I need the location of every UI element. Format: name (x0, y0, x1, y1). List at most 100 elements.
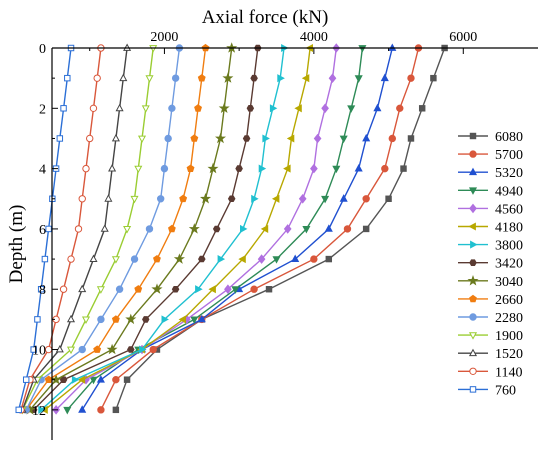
point-3420-3 (242, 135, 251, 142)
point-3420-9 (142, 316, 150, 323)
point-3420-8 (171, 286, 180, 293)
point-6080-4 (400, 165, 407, 172)
legend-label-5700: 5700 (495, 148, 523, 163)
x-tick-label-4000: 4000 (300, 30, 328, 45)
y-tick-label-10: 10 (32, 344, 46, 359)
legend-swatch-marker (468, 167, 478, 176)
point-4560-5 (298, 193, 307, 204)
point-3040-8 (151, 283, 163, 294)
point-3800-8 (195, 285, 203, 294)
point-5700-5 (362, 195, 370, 203)
point-3040-4 (207, 162, 219, 174)
legend-item-4560: 4560 (458, 202, 523, 217)
legend-swatch-marker (469, 313, 477, 321)
point-3800-7 (217, 255, 226, 264)
point-1520-4 (108, 164, 117, 172)
legend-label-6080: 6080 (495, 130, 523, 145)
legend-item-2660: 2660 (458, 293, 523, 308)
point-2280-4 (160, 164, 169, 173)
point-3040-2 (218, 102, 230, 113)
legend-item-1140: 1140 (458, 365, 522, 380)
point-2280-5 (156, 195, 165, 203)
point-4940-9 (190, 316, 199, 324)
legend-swatch-marker (469, 367, 477, 375)
point-3800-4 (258, 164, 267, 173)
point-5320-6 (324, 224, 333, 232)
point-2660-8 (134, 285, 143, 293)
legend-swatch-marker (469, 386, 477, 393)
point-3040-3 (215, 132, 227, 144)
point-4940-2 (347, 105, 356, 113)
point-760-1 (64, 74, 71, 82)
point-3420-1 (250, 74, 258, 82)
point-1900-10 (66, 346, 76, 355)
point-2280-8 (115, 285, 124, 293)
point-1520-1 (119, 73, 128, 82)
point-760-11 (22, 376, 30, 383)
series-2280 (22, 44, 184, 414)
series-line-4180 (44, 47, 311, 411)
point-3420-7 (198, 255, 206, 263)
point-760-8 (37, 286, 45, 293)
legend-label-1140: 1140 (495, 365, 522, 380)
point-5320-12 (78, 405, 87, 413)
point-1900-3 (137, 135, 147, 144)
point-4180-7 (238, 255, 246, 264)
point-5320-9 (197, 314, 206, 323)
point-5700-4 (381, 164, 389, 173)
point-3800-1 (277, 74, 285, 83)
point-4180-4 (283, 164, 291, 173)
point-2660-4 (186, 164, 195, 172)
point-4560-4 (310, 163, 318, 174)
point-5320-4 (354, 164, 363, 172)
y-tick-label-4: 4 (39, 163, 46, 178)
point-3040-9 (125, 313, 137, 325)
point-1140-10 (44, 345, 53, 354)
legend-item-3420: 3420 (458, 257, 523, 272)
legend-swatch-marker (467, 274, 479, 286)
legend-swatch-marker (470, 240, 478, 249)
point-760-3 (56, 135, 64, 142)
series-line-6080 (115, 47, 446, 411)
point-4940-12 (63, 406, 72, 415)
point-760-9 (34, 316, 41, 323)
point-3040-10 (106, 343, 118, 355)
point-4180-2 (294, 104, 302, 113)
point-4940-7 (272, 256, 281, 264)
legend-label-2280: 2280 (495, 311, 523, 326)
point-1900-2 (141, 105, 150, 113)
y-tick-label-6: 6 (39, 223, 46, 238)
point-4180-1 (301, 74, 310, 83)
point-3040-11 (50, 373, 62, 385)
point-2280-1 (171, 74, 180, 82)
point-4940-5 (321, 195, 330, 204)
point-3800-9 (161, 315, 169, 324)
point-4940-8 (231, 286, 240, 294)
y-tick-label-12: 12 (32, 404, 46, 419)
point-3800-6 (240, 224, 248, 233)
point-5700-10 (149, 345, 157, 354)
point-1520-5 (104, 194, 113, 202)
plot-area (15, 42, 448, 415)
point-2660-10 (93, 345, 102, 353)
series-3800 (38, 43, 289, 414)
point-2280-6 (145, 225, 154, 233)
point-5700-3 (388, 134, 397, 143)
point-1520-3 (111, 133, 120, 142)
point-760-2 (60, 105, 67, 112)
legend-item-1520: 1520 (458, 347, 523, 362)
point-4560-1 (328, 73, 337, 84)
point-4180-6 (260, 224, 269, 233)
point-6080-11 (123, 376, 131, 383)
point-2280-9 (97, 315, 105, 324)
point-3040-5 (200, 192, 211, 204)
point-3800-2 (269, 104, 278, 113)
point-3040-1 (222, 72, 234, 83)
point-1520-9 (66, 314, 76, 323)
point-2280-10 (78, 345, 86, 354)
point-760-10 (30, 346, 37, 353)
point-1140-8 (59, 285, 68, 293)
point-5700-6 (343, 225, 352, 233)
point-4940-1 (354, 75, 363, 83)
